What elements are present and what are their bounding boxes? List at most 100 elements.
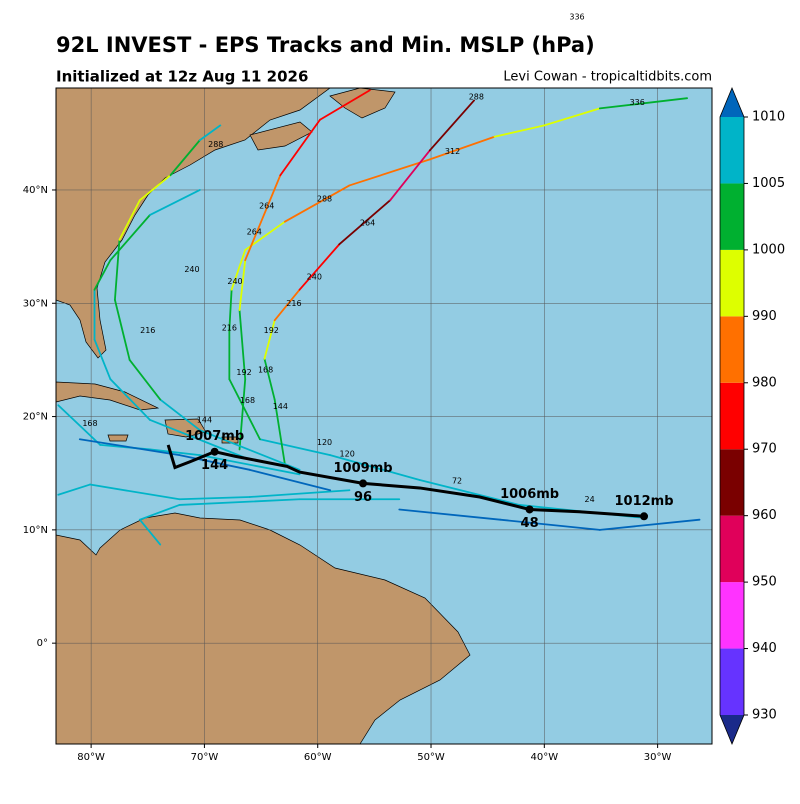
colorbar-label: 1005: [752, 176, 785, 191]
colorbar-bin: [720, 648, 744, 715]
colorbar-label: 970: [752, 442, 777, 457]
ensemble-track-segment: [273, 398, 286, 466]
title: 92L INVEST - EPS Tracks and Min. MSLP (h…: [56, 33, 595, 57]
forecast-hour-label: 264: [247, 227, 262, 236]
ensemble-track-segment: [329, 454, 421, 481]
mean-track-point: [210, 447, 219, 456]
lat-tick-label: 30°N: [23, 298, 48, 309]
ensemble-track-segment: [159, 398, 201, 432]
ensemble-track-segment: [228, 288, 233, 331]
ensemble-track-segment: [93, 259, 112, 291]
forecast-hour-label: 72: [452, 477, 462, 486]
ensemble-track-segment: [389, 149, 431, 202]
hour-label: 96: [354, 490, 372, 505]
ensemble-track-segment: [149, 189, 201, 216]
ensemble-track-segment: [499, 518, 601, 531]
colorbar-bin: [720, 183, 744, 250]
ensemble-track-segment: [273, 288, 301, 322]
colorbar: 930 940 950 960 970 980 990 1000 1005 1010: [719, 86, 785, 746]
forecast-hour-label: 144: [197, 415, 212, 424]
forecast-hour-label: 216: [286, 299, 301, 308]
colorbar-label: 1000: [752, 242, 785, 257]
ensemble-track-segment: [248, 468, 332, 492]
ensemble-track-segment: [238, 259, 247, 311]
ensemble-track-segment: [279, 118, 321, 177]
forecast-hour-label: 168: [240, 396, 255, 405]
ensemble-track-segment: [169, 139, 201, 177]
ensemble-track-segment: [598, 97, 688, 110]
ensemble-track-segment: [57, 404, 102, 446]
ensemble-track-segment: [109, 213, 151, 262]
colorbar-label: 960: [752, 508, 777, 523]
ensemble-track-segment: [109, 378, 151, 421]
colorbar-under: [720, 715, 744, 744]
forecast-hour-label: 216: [140, 326, 155, 335]
ensemble-track-segment: [198, 454, 301, 476]
pressure-label: 1009mb: [334, 461, 393, 476]
colorbar-bin: [720, 382, 744, 450]
ensemble-track-segment: [238, 378, 247, 451]
hour-label: 48: [521, 516, 539, 531]
ensemble-track-segment: [248, 489, 351, 498]
forecast-hour-label: 264: [360, 218, 375, 227]
forecast-hour-label: 336: [630, 98, 645, 107]
map-frame: [55, 87, 713, 745]
colorbar-bin: [720, 515, 744, 583]
ensemble-track-segment: [398, 508, 502, 521]
forecast-hour-label: 288: [317, 195, 332, 204]
pressure-label: 1007mb: [185, 429, 244, 444]
lat-tick-label: 20°N: [23, 412, 48, 423]
pressure-label: 1012mb: [614, 494, 673, 509]
ensemble-track-segment: [230, 249, 247, 291]
ensemble-track-segment: [198, 124, 222, 142]
hour-label: 144: [201, 458, 228, 473]
ensemble-track-segment: [348, 158, 431, 187]
axis-layer: 80°W 70°W 60°W 50°W 40°W 30°W 40°N 30°N 20°N 10°N…: [23, 88, 712, 763]
ensemble-track-segment: [78, 438, 181, 456]
colorbar-bin: [720, 582, 744, 649]
ensemble-track-segment: [338, 199, 392, 246]
forecast-hour-label: 168: [258, 366, 273, 375]
ensemble-track-segment: [114, 298, 131, 361]
forecast-hour-label: 120: [317, 438, 332, 447]
ensemble-track-segment: [598, 518, 701, 531]
forecast-hour-label: 240: [307, 273, 322, 282]
ensemble-track-segment: [138, 504, 181, 521]
ensemble-track-segment: [149, 419, 251, 461]
ensemble-track-segment: [543, 107, 601, 127]
mean-track-point: [640, 512, 649, 521]
forecast-hour-label: 144: [273, 402, 288, 411]
colorbar-over: [720, 88, 744, 117]
lon-tick-label: 70°W: [191, 752, 219, 763]
mean-track-point: [525, 505, 534, 514]
forecast-hour-label: 264: [259, 201, 274, 210]
ensemble-track-segment: [238, 309, 247, 381]
forecast-hour-label: 24: [585, 495, 595, 504]
colorbar-label: 950: [752, 575, 777, 590]
ensemble-track-segment: [178, 498, 301, 506]
ensemble-track-segment: [283, 184, 351, 223]
ensemble-track-segment: [138, 518, 162, 546]
ensemble-track-segment: [259, 438, 332, 456]
track-layer: 336 312 288 264 264 264 240 240 240 216 216 216 192 1…: [57, 89, 701, 546]
lon-tick-label: 30°W: [644, 752, 672, 763]
lon-tick-label: 80°W: [77, 752, 105, 763]
ensemble-track-segment: [298, 243, 341, 291]
ensemble-track-segment: [57, 483, 91, 496]
colorbar-bin: [720, 449, 744, 516]
colorbar-label: 940: [752, 641, 777, 656]
stray-label: 336: [569, 13, 584, 22]
forecast-hour-label: 168: [82, 419, 97, 428]
ensemble-track-segment: [263, 357, 276, 401]
lon-tick-label: 50°W: [417, 752, 445, 763]
forecast-hour-label: 120: [340, 449, 355, 458]
lon-tick-label: 40°W: [531, 752, 559, 763]
ensemble-track-segment: [178, 496, 251, 501]
mean-track-point: [359, 479, 368, 488]
ensemble-track-segment: [263, 319, 276, 360]
lon-tick-label: 60°W: [304, 752, 332, 763]
colorbar-bin: [720, 316, 744, 383]
ensemble-track-segment: [93, 338, 112, 381]
ensemble-track-segment: [149, 448, 201, 456]
colorbar-label: 930: [752, 708, 777, 723]
